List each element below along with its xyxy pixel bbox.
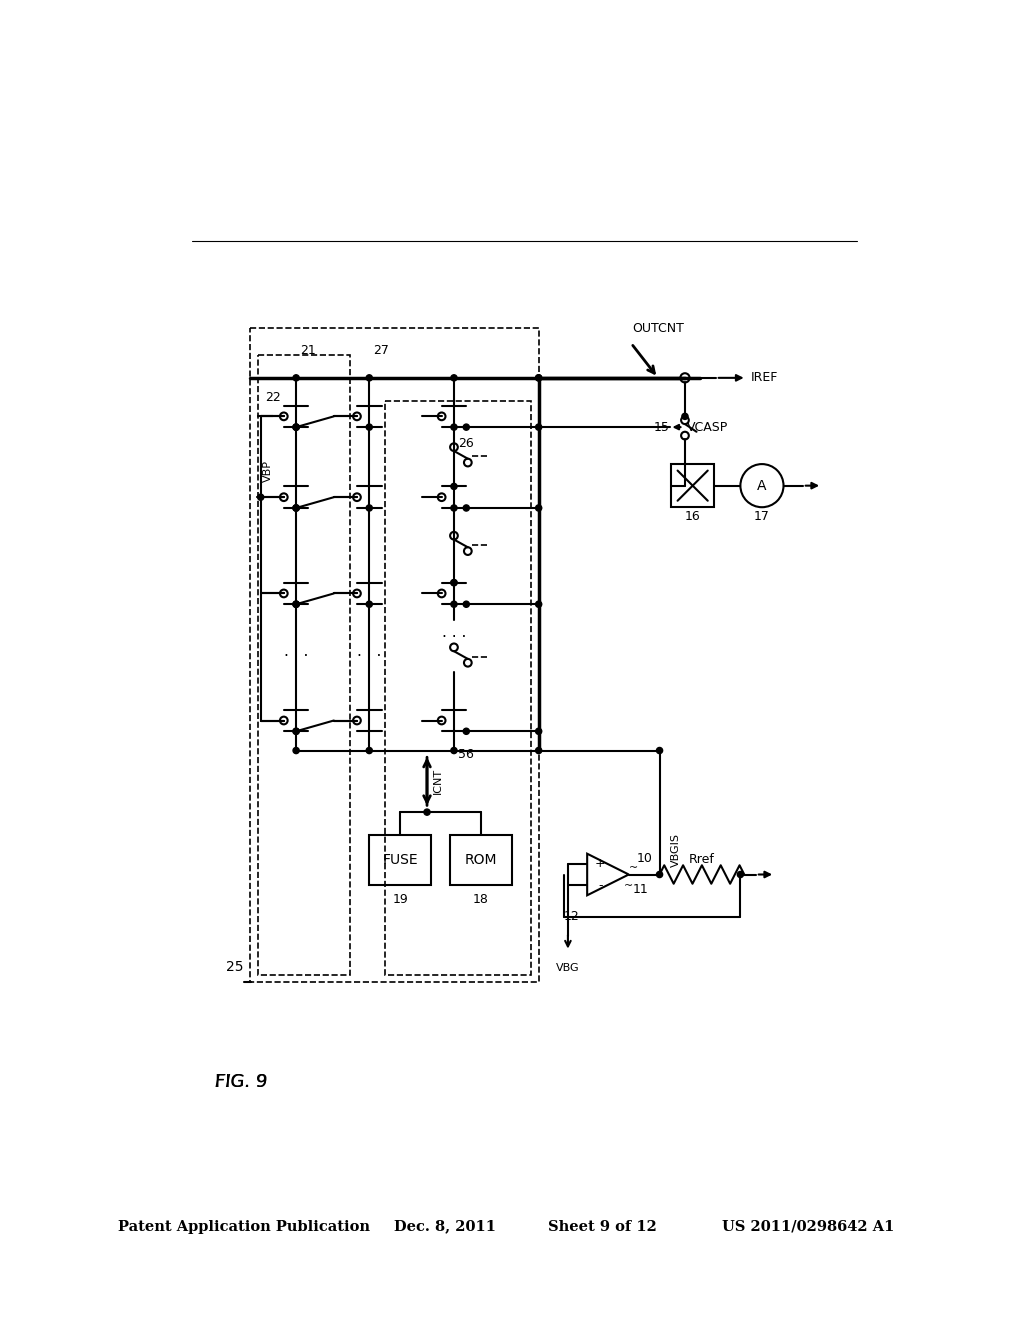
Circle shape [451, 601, 457, 607]
Circle shape [367, 504, 373, 511]
Circle shape [293, 601, 299, 607]
Text: · · ·: · · · [441, 630, 466, 645]
Text: 22: 22 [265, 391, 281, 404]
Text: ~: ~ [629, 863, 638, 874]
Text: FIG. 9: FIG. 9 [215, 1073, 267, 1092]
Circle shape [463, 729, 469, 734]
Text: 26: 26 [458, 437, 473, 450]
Text: OUTCNT: OUTCNT [633, 322, 684, 335]
Text: 15: 15 [653, 421, 670, 434]
Circle shape [293, 601, 299, 607]
Circle shape [451, 747, 457, 754]
Circle shape [536, 601, 542, 607]
Bar [671, 465, 714, 507]
Circle shape [656, 871, 663, 878]
Text: · · ·: · · · [357, 649, 382, 664]
Circle shape [293, 375, 299, 381]
Text: VBGIS: VBGIS [671, 833, 681, 867]
Circle shape [293, 424, 299, 430]
Circle shape [451, 504, 457, 511]
Text: -: - [598, 879, 602, 892]
Circle shape [682, 413, 688, 420]
Bar [258, 355, 350, 974]
Circle shape [293, 729, 299, 734]
Circle shape [367, 601, 373, 607]
Circle shape [536, 375, 542, 381]
Text: 18: 18 [473, 892, 488, 906]
Circle shape [293, 504, 299, 511]
Circle shape [451, 483, 457, 490]
Circle shape [293, 729, 299, 734]
Circle shape [463, 601, 469, 607]
Text: Patent Application Publication: Patent Application Publication [118, 1220, 370, 1234]
Text: VCASP: VCASP [686, 421, 728, 434]
Circle shape [258, 494, 264, 500]
Bar [451, 836, 512, 886]
Circle shape [536, 424, 542, 430]
Circle shape [737, 871, 743, 878]
Text: 17: 17 [754, 510, 770, 523]
Circle shape [451, 579, 457, 586]
Circle shape [367, 375, 373, 381]
Circle shape [451, 424, 457, 430]
Text: +: + [595, 857, 605, 870]
Circle shape [293, 504, 299, 511]
Text: 16: 16 [685, 510, 700, 523]
Circle shape [293, 424, 299, 430]
Text: VBG: VBG [556, 964, 580, 973]
Bar [370, 836, 431, 886]
Circle shape [536, 729, 542, 734]
Text: 21: 21 [300, 345, 315, 358]
Circle shape [424, 809, 430, 816]
Circle shape [293, 424, 299, 430]
Text: ~: ~ [624, 880, 634, 891]
Text: ROM: ROM [465, 853, 498, 867]
Text: · · ·: · · · [284, 649, 308, 664]
Circle shape [451, 579, 457, 586]
Text: 10: 10 [636, 853, 652, 866]
Text: 56: 56 [458, 748, 474, 760]
Circle shape [536, 747, 542, 754]
Bar [250, 327, 539, 982]
Circle shape [293, 504, 299, 511]
Text: VBP: VBP [263, 459, 273, 482]
Circle shape [367, 747, 373, 754]
Text: FIG. 9: FIG. 9 [215, 1073, 268, 1092]
Circle shape [293, 601, 299, 607]
Bar [385, 401, 531, 974]
Circle shape [293, 747, 299, 754]
Text: 25: 25 [225, 960, 244, 974]
Circle shape [463, 424, 469, 430]
Text: FUSE: FUSE [382, 853, 418, 867]
Text: 11: 11 [633, 883, 648, 896]
Text: 12: 12 [564, 911, 580, 924]
Circle shape [463, 504, 469, 511]
Circle shape [367, 424, 373, 430]
Text: Dec. 8, 2011: Dec. 8, 2011 [394, 1220, 497, 1234]
Text: 19: 19 [392, 892, 408, 906]
Text: Sheet 9 of 12: Sheet 9 of 12 [548, 1220, 656, 1234]
Text: A: A [757, 479, 767, 492]
Text: 27: 27 [373, 345, 389, 358]
Text: IREF: IREF [751, 371, 778, 384]
Circle shape [451, 375, 457, 381]
Circle shape [656, 747, 663, 754]
Text: ICNT: ICNT [433, 768, 443, 795]
Circle shape [536, 504, 542, 511]
Circle shape [536, 375, 542, 381]
Text: US 2011/0298642 A1: US 2011/0298642 A1 [722, 1220, 894, 1234]
Text: Rref: Rref [689, 853, 715, 866]
